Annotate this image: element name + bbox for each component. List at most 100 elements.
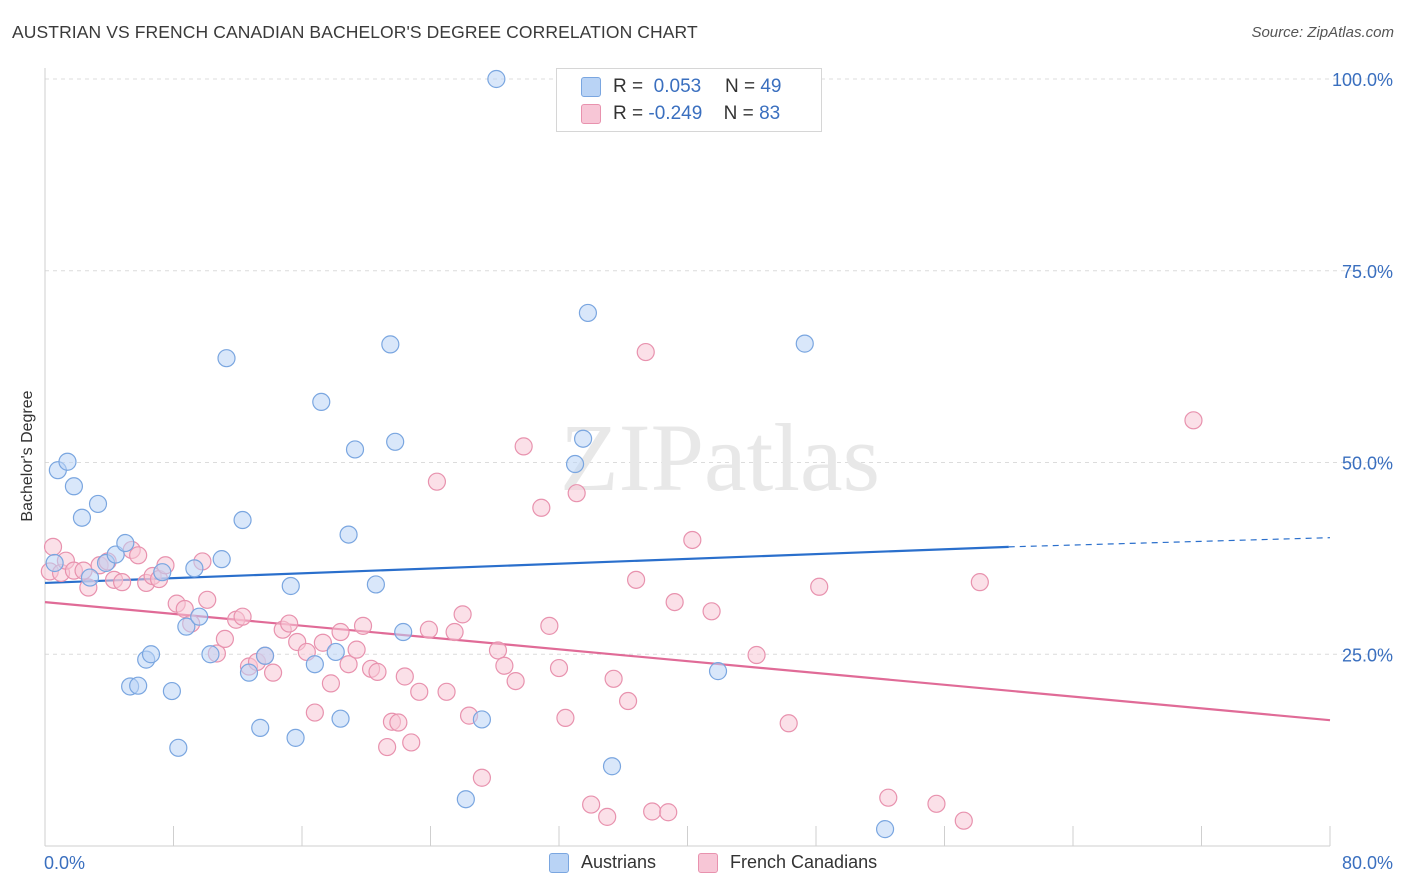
point-austrians (116, 533, 135, 553)
point-french-canadians (598, 807, 617, 826)
trend-lines (44, 537, 1331, 722)
point-french-canadians (419, 620, 438, 639)
point-austrians (472, 710, 491, 729)
point-french-canadians (112, 573, 132, 592)
point-french-canadians (43, 537, 63, 556)
point-french-canadians (702, 602, 721, 621)
point-french-canadians (410, 682, 429, 701)
x-tick-label: 0.0% (44, 853, 85, 873)
point-austrians (162, 681, 181, 701)
point-french-canadians (618, 691, 638, 711)
legend-row-austrians: R = 0.053 N = 49 (581, 75, 781, 99)
point-french-canadians (215, 629, 234, 649)
y-tick-label: 50.0% (1342, 454, 1393, 474)
point-austrians (487, 69, 506, 89)
point-french-canadians (540, 616, 559, 635)
point-french-canadians (683, 530, 702, 550)
point-french-canadians (437, 682, 456, 701)
legend-swatch-blue (581, 77, 601, 97)
point-austrians (88, 494, 108, 514)
point-french-canadians (567, 484, 586, 503)
point-austrians (251, 718, 270, 737)
point-french-canadians (198, 590, 217, 609)
point-austrians (602, 757, 622, 776)
point-austrians (169, 738, 188, 757)
point-french-canadians (643, 802, 662, 821)
point-austrians (255, 646, 275, 665)
legend-n-value: 83 (759, 103, 781, 124)
point-austrians (190, 607, 209, 626)
legend-swatch-pink (581, 104, 601, 124)
point-french-canadians (488, 641, 508, 660)
point-french-canadians (378, 737, 397, 757)
data-points (40, 69, 1203, 839)
x-tick-label: 80.0% (1342, 853, 1393, 873)
legend-n-value: 49 (760, 76, 782, 97)
point-french-canadians (453, 605, 472, 624)
trend-line-french-canadians (44, 600, 1331, 722)
point-austrians (565, 454, 585, 474)
point-austrians (239, 663, 259, 682)
grid-lines (45, 78, 1392, 655)
legend-row-french-canadians: R = -0.249 N = 83 (581, 102, 780, 126)
point-french-canadians (747, 645, 766, 665)
legend-n-label: N = (724, 76, 756, 97)
legend-r-label: R = (613, 76, 644, 97)
point-austrians (233, 510, 252, 530)
point-french-canadians (636, 342, 655, 362)
point-french-canadians (472, 768, 491, 787)
chart-title: AUSTRIAN VS FRENCH CANADIAN BACHELOR'S D… (12, 22, 698, 42)
point-french-canadians (353, 616, 373, 635)
point-austrians (212, 550, 231, 569)
point-french-canadians (305, 703, 324, 722)
point-french-canadians (665, 592, 684, 612)
legend-n-label: N = (723, 103, 754, 124)
point-french-canadians (582, 795, 601, 814)
watermark: ZIPatlas (560, 404, 880, 511)
point-french-canadians (556, 708, 575, 728)
point-austrians (312, 392, 331, 412)
point-french-canadians (779, 714, 798, 733)
point-french-canadians (879, 788, 898, 807)
axes (44, 68, 1331, 847)
point-austrians (305, 655, 324, 674)
legend-item-austrians: Austrians (549, 852, 656, 873)
point-austrians (45, 553, 64, 573)
point-austrians (875, 820, 895, 839)
point-french-canadians (954, 811, 973, 830)
point-austrians (281, 576, 300, 596)
point-french-canadians (321, 674, 341, 693)
legend-item-french-canadians: French Canadians (698, 852, 877, 873)
point-french-canadians (331, 622, 350, 642)
point-austrians (331, 709, 350, 728)
trend-line-austrians-extension (1008, 537, 1331, 548)
point-austrians (153, 563, 172, 582)
swatch-french-canadians (698, 852, 718, 873)
point-french-canadians (233, 607, 252, 626)
point-austrians (578, 303, 598, 323)
point-french-canadians (626, 570, 646, 589)
point-austrians (366, 575, 385, 594)
point-french-canadians (495, 656, 514, 675)
point-french-canadians (514, 437, 533, 456)
legend-r-label: R = (613, 103, 644, 124)
point-austrians (177, 617, 196, 636)
y-tick-label: 75.0% (1342, 262, 1393, 282)
point-austrians (339, 525, 358, 544)
legend-r-value: 0.053 (653, 76, 702, 97)
series-legend: Austrians French Canadians (0, 852, 1406, 878)
point-austrians (795, 334, 814, 353)
point-austrians (394, 622, 413, 642)
legend-r-value: -0.249 (648, 103, 703, 124)
point-french-canadians (427, 472, 447, 491)
point-french-canadians (402, 733, 421, 752)
swatch-austrians (549, 852, 569, 873)
point-french-canadians (129, 546, 148, 565)
point-french-canadians (347, 640, 366, 659)
y-tick-label: 100.0% (1332, 70, 1393, 90)
trend-line-austrians (44, 545, 1009, 585)
point-austrians (573, 429, 593, 448)
point-austrians (58, 452, 77, 471)
point-french-canadians (1184, 411, 1203, 430)
point-french-canadians (604, 669, 623, 688)
